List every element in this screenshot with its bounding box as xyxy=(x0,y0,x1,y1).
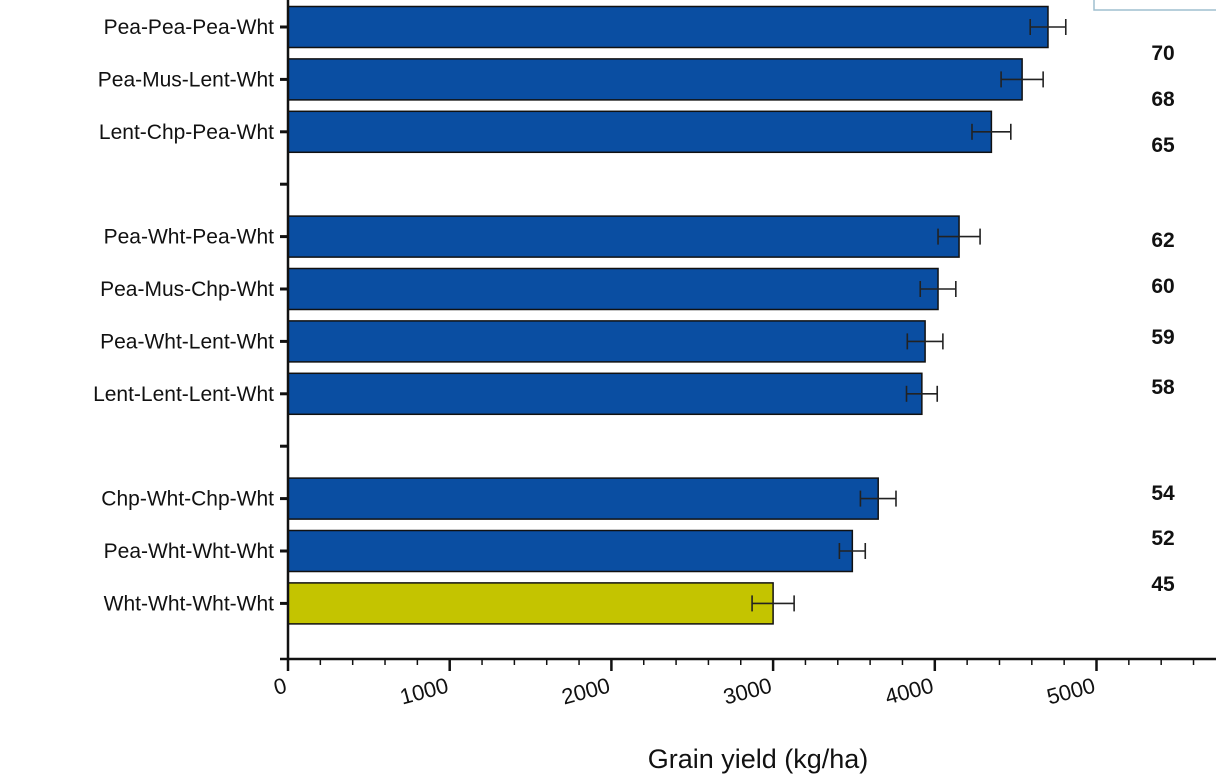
bar xyxy=(287,5,1049,49)
bar xyxy=(287,58,1023,101)
x-axis-title: Grain yield (kg/ha) xyxy=(648,744,869,774)
error-bar xyxy=(859,490,897,507)
error-bar xyxy=(1000,71,1044,88)
error-bar xyxy=(937,228,981,245)
side-value-label: 70 xyxy=(1151,42,1174,65)
side-value-label: 45 xyxy=(1151,573,1175,596)
x-tick-label: 4000 xyxy=(882,673,936,710)
side-value-label: 60 xyxy=(1151,275,1174,298)
error-bar xyxy=(751,595,795,612)
error-bar xyxy=(905,385,939,402)
error-bar xyxy=(1029,19,1067,35)
category-label: Pea-Mus-Chp-Wht xyxy=(100,278,274,301)
side-value-label: 59 xyxy=(1151,326,1174,349)
bars-layer xyxy=(287,5,1067,625)
side-value-label: 62 xyxy=(1151,229,1174,252)
bar xyxy=(287,529,854,573)
bar xyxy=(287,477,879,520)
x-tick-label: 0 xyxy=(271,673,289,700)
bar xyxy=(287,110,993,154)
category-label: Wht-Wht-Wht-Wht xyxy=(104,592,274,615)
x-tick-label: 5000 xyxy=(1044,673,1098,710)
bar xyxy=(287,320,926,363)
category-label: Lent-Chp-Pea-Wht xyxy=(99,121,274,144)
category-label: Chp-Wht-Chp-Wht xyxy=(101,488,274,511)
category-label: Pea-Wht-Pea-Wht xyxy=(104,226,275,249)
side-value-label: 65 xyxy=(1151,134,1175,157)
category-label: Pea-Wht-Wht-Wht xyxy=(104,540,275,563)
side-value-label: 52 xyxy=(1151,527,1174,550)
x-tick-label: 2000 xyxy=(559,673,613,710)
error-bar xyxy=(838,543,867,559)
x-tick-label: 1000 xyxy=(397,673,451,710)
labels-layer: Pea-Pea-Pea-Wht 70 Pea-Mus-Lent-Wht 68 Lent-… xyxy=(93,16,1175,709)
side-value-label: 54 xyxy=(1151,482,1175,505)
bar xyxy=(287,215,960,258)
category-label: Lent-Lent-Lent-Wht xyxy=(93,383,274,406)
category-label: Pea-Mus-Lent-Wht xyxy=(98,68,274,91)
side-value-label: 58 xyxy=(1151,376,1175,399)
error-bar xyxy=(919,281,957,297)
bar xyxy=(287,267,939,311)
bar xyxy=(287,372,923,416)
bar xyxy=(287,582,774,625)
x-tick-label: 3000 xyxy=(721,673,775,710)
axis-layer xyxy=(280,0,1216,671)
error-bar xyxy=(971,123,1012,140)
error-bar xyxy=(906,333,944,350)
category-label: Pea-Wht-Lent-Wht xyxy=(100,330,274,353)
legend-box-fragment xyxy=(1093,0,1216,11)
category-label: Pea-Pea-Pea-Wht xyxy=(104,16,275,39)
side-value-label: 68 xyxy=(1151,88,1175,111)
